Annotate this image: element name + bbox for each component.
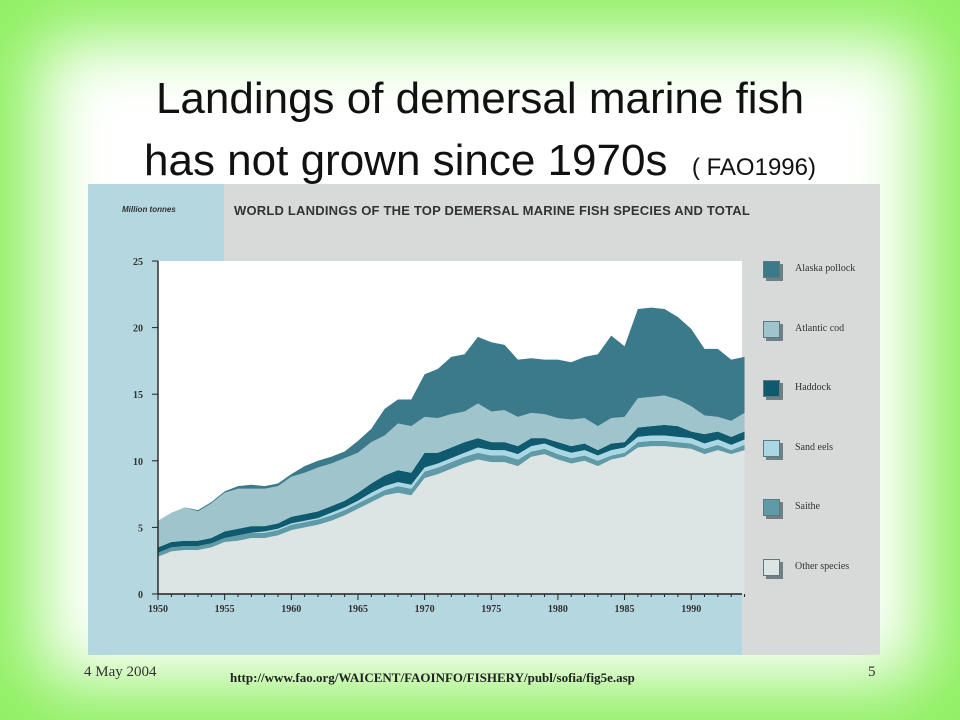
y-tick-label: 5: [138, 523, 143, 534]
area-alaska-pollock: [158, 307, 745, 521]
legend-label: Saithe: [795, 501, 820, 512]
x-tick-label: 1975: [481, 604, 501, 615]
chart-svg: 0 5 10 15 20 25 1950 1955 1960 1965 1970 1975 1980 19…: [133, 257, 746, 615]
legend-swatch: [763, 558, 780, 576]
legend-label: Haddock: [795, 382, 832, 393]
chart-title: WORLD LANDINGS OF THE TOP DEMERSAL MARIN…: [234, 203, 750, 218]
title-line-2: has not grown since 1970s ( FAO1996): [60, 130, 900, 199]
x-tick-label: 1955: [215, 604, 235, 615]
title-citation: ( FAO1996): [691, 154, 816, 181]
legend-swatch: [763, 439, 780, 457]
area-other-species: [158, 446, 745, 594]
x-tick-label: 1985: [615, 604, 635, 615]
source-url[interactable]: http://www.fao.org/WAICENT/FAOINFO/FISHE…: [230, 670, 635, 685]
legend-label: Atlantic cod: [795, 322, 845, 334]
chart-figure: Million tonnes WORLD LANDINGS OF THE TOP…: [88, 184, 880, 655]
area-haddock: [158, 424, 745, 553]
legend-swatch: [763, 499, 780, 516]
y-tick-label: 25: [133, 257, 143, 268]
legend-label: Sand eels: [795, 441, 834, 453]
legend-swatch: [763, 320, 780, 338]
area-saithe: [158, 440, 745, 557]
page-number: 5: [868, 664, 876, 680]
area-sand-eels: [158, 435, 745, 553]
y-tick-label: 15: [133, 390, 143, 401]
area-atlantic-cod: [158, 395, 745, 548]
x-tick-label: 1980: [548, 604, 568, 615]
title-line-1: Landings of demersal marine fish: [155, 74, 805, 123]
y-axis-unit-label: Million tonnes: [122, 205, 176, 214]
x-tick-label: 1970: [415, 604, 435, 615]
y-tick-label: 20: [133, 324, 143, 335]
x-tick-label: 1990: [681, 604, 701, 615]
x-tick-label: 1965: [348, 604, 368, 615]
title-line-2-main: has not grown since 1970s: [144, 136, 668, 185]
legend-swatch: [763, 380, 780, 397]
x-tick-label: 1960: [281, 604, 301, 615]
x-tick-label: 1950: [148, 604, 168, 615]
footer-date: 4 May 2004: [84, 664, 157, 680]
legend-swatch: [763, 261, 780, 278]
slide-title: Landings of demersal marine fish has not…: [60, 68, 900, 199]
legend-label: Other species: [795, 560, 850, 572]
y-tick-label: 10: [133, 457, 143, 468]
legend-label: Alaska pollock: [795, 263, 856, 274]
y-tick-label: 0: [138, 590, 143, 601]
